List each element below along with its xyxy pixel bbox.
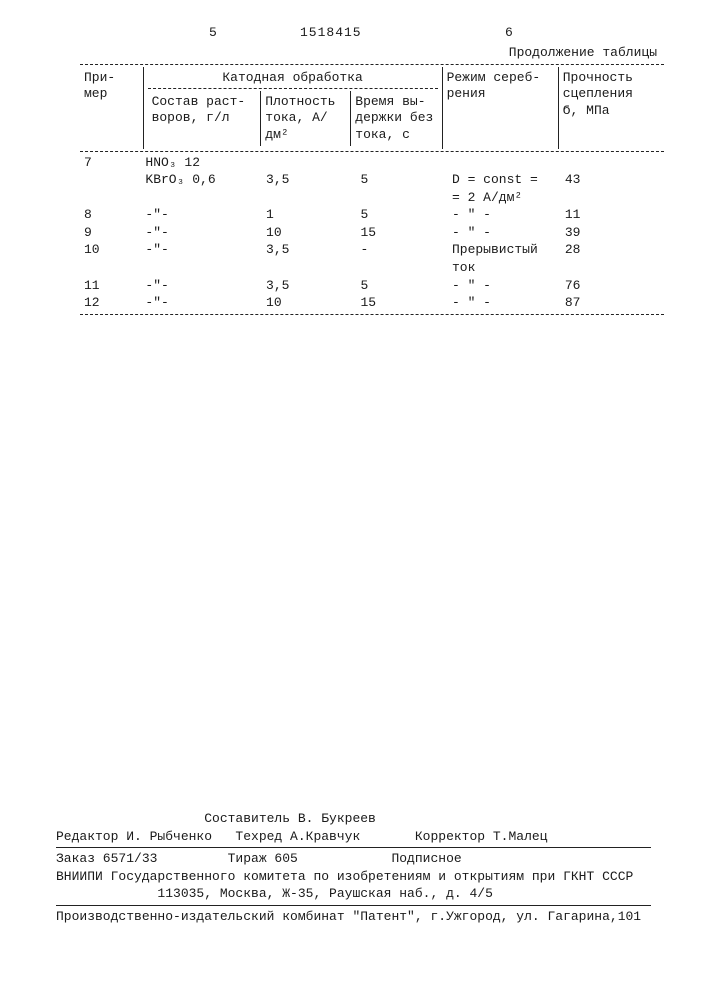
cell-example <box>80 171 141 189</box>
table-body: 7HNO₃ 12KBrO₃ 0,63,55D = const =43= 2 А/… <box>80 154 664 312</box>
credit-compiler: Составитель В. Букреев <box>56 810 651 828</box>
col-header-example: При- мер <box>80 67 143 149</box>
cell-example: 8 <box>80 206 141 224</box>
table-rule-mid <box>80 151 664 152</box>
cell-composition: -"- <box>141 224 262 242</box>
cell-strength <box>561 154 664 172</box>
cell-composition: -"- <box>141 241 262 259</box>
table-rule-top <box>80 64 664 65</box>
column-number-left: 5 <box>209 25 217 40</box>
cell-density <box>262 154 356 172</box>
col-header-group-label: Катодная обработка <box>222 70 362 85</box>
cell-strength: 43 <box>561 171 664 189</box>
col-header-composition: Состав раст- воров, г/л <box>148 91 261 146</box>
cell-mode: = 2 А/дм² <box>448 189 561 207</box>
cell-time <box>356 154 448 172</box>
credit-address: 113035, Москва, Ж-35, Раушская наб., д. … <box>56 885 651 903</box>
cell-mode: - " - <box>448 277 561 295</box>
group-rule <box>148 88 438 89</box>
col-header-time: Время вы- держки без тока, с <box>350 91 437 146</box>
cell-composition: -"- <box>141 277 262 295</box>
cell-time: 5 <box>356 277 448 295</box>
cell-mode: Прерывистый <box>448 241 561 259</box>
col-header-density: Плотность тока, А/дм² <box>260 91 350 146</box>
table-rule-bottom <box>80 314 664 315</box>
cell-density: 10 <box>262 224 356 242</box>
col-header-mode: Режим сереб- рения <box>442 67 558 149</box>
cell-example: 9 <box>80 224 141 242</box>
cell-composition: -"- <box>141 294 262 312</box>
table-row: 10-"-3,5-Прерывистый28 <box>80 241 664 259</box>
cell-time: 5 <box>356 171 448 189</box>
cell-example: 12 <box>80 294 141 312</box>
cell-strength <box>561 259 664 277</box>
table-row: 12-"-1015- " -87 <box>80 294 664 312</box>
cell-density: 1 <box>262 206 356 224</box>
cell-time: 15 <box>356 224 448 242</box>
cell-density <box>262 189 356 207</box>
cell-mode: - " - <box>448 294 561 312</box>
table-continuation-label: Продолжение таблицы <box>509 45 657 60</box>
cell-composition <box>141 189 262 207</box>
cell-time: - <box>356 241 448 259</box>
table-row: ток <box>80 259 664 277</box>
cell-time <box>356 189 448 207</box>
cell-example: 10 <box>80 241 141 259</box>
col-header-group-cathodic: Катодная обработка Состав раст- воров, г… <box>143 67 442 149</box>
cell-mode <box>448 154 561 172</box>
cell-composition: HNO₃ 12 <box>141 154 262 172</box>
cell-mode: - " - <box>448 224 561 242</box>
cell-strength: 39 <box>561 224 664 242</box>
credits-block: Составитель В. Букреев Редактор И. Рыбче… <box>56 810 651 925</box>
cell-time: 5 <box>356 206 448 224</box>
cell-density: 10 <box>262 294 356 312</box>
cell-density: 3,5 <box>262 171 356 189</box>
cell-density: 3,5 <box>262 241 356 259</box>
credit-press: Производственно-издательский комбинат "П… <box>56 908 651 926</box>
cell-density <box>262 259 356 277</box>
table-row: = 2 А/дм² <box>80 189 664 207</box>
cell-mode: D = const = <box>448 171 561 189</box>
table-row: 11-"-3,55- " -76 <box>80 277 664 295</box>
cell-example: 11 <box>80 277 141 295</box>
credits-rule-1 <box>56 847 651 848</box>
cell-example: 7 <box>80 154 141 172</box>
cell-mode: ток <box>448 259 561 277</box>
cell-strength: 28 <box>561 241 664 259</box>
credits-rule-2 <box>56 905 651 906</box>
table-row: 8-"-15- " -11 <box>80 206 664 224</box>
credit-editor-tech-corr: Редактор И. Рыбченко Техред А.Кравчук Ко… <box>56 828 651 846</box>
table-header-row2: Состав раст- воров, г/л Плотность тока, … <box>148 91 438 146</box>
cell-composition <box>141 259 262 277</box>
cell-density: 3,5 <box>262 277 356 295</box>
table-row: KBrO₃ 0,63,55D = const =43 <box>80 171 664 189</box>
document-number: 1518415 <box>300 25 362 40</box>
cell-time: 15 <box>356 294 448 312</box>
table-row: 9-"-1015- " -39 <box>80 224 664 242</box>
cell-time <box>356 259 448 277</box>
cell-strength: 87 <box>561 294 664 312</box>
credit-order: Заказ 6571/33 Тираж 605 Подписное <box>56 850 651 868</box>
cell-example <box>80 189 141 207</box>
cell-strength: 76 <box>561 277 664 295</box>
col-header-strength: Прочность сцепления Ϭ, МПа <box>558 67 664 149</box>
data-table: При- мер Катодная обработка Состав раст-… <box>80 62 664 317</box>
credit-vniipi: ВНИИПИ Государственного комитета по изоб… <box>56 868 651 886</box>
cell-composition: -"- <box>141 206 262 224</box>
cell-example <box>80 259 141 277</box>
cell-strength: 11 <box>561 206 664 224</box>
cell-mode: - " - <box>448 206 561 224</box>
column-number-right: 6 <box>505 25 513 40</box>
cell-composition: KBrO₃ 0,6 <box>141 171 262 189</box>
table-row: 7HNO₃ 12 <box>80 154 664 172</box>
table-header-row1: При- мер Катодная обработка Состав раст-… <box>80 67 664 149</box>
cell-strength <box>561 189 664 207</box>
